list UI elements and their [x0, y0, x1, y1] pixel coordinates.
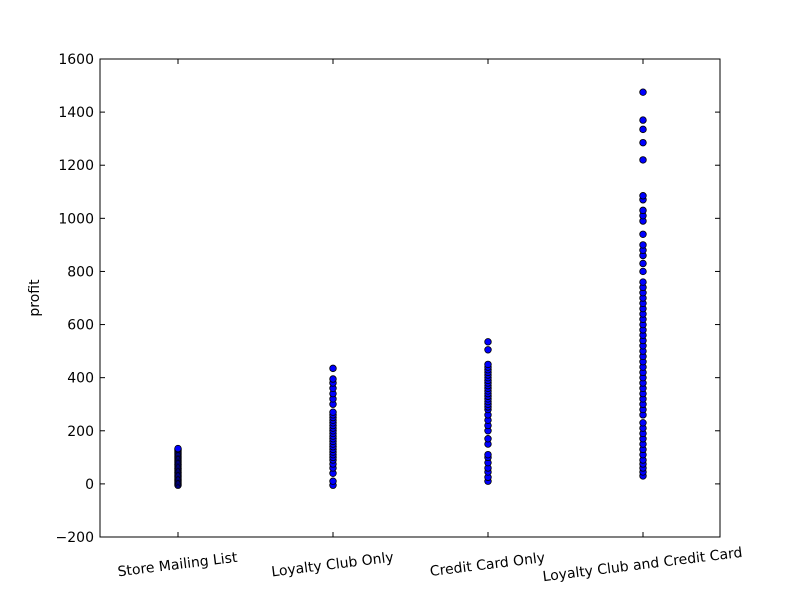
scatter-point — [639, 192, 647, 200]
y-tick-label: 1000 — [58, 211, 94, 227]
x-tick-label: Credit Card Only — [429, 550, 546, 580]
scatter-point — [329, 477, 337, 485]
scatter-point — [329, 408, 337, 416]
scatter-point — [639, 206, 647, 215]
scatter-point — [639, 116, 647, 124]
y-tick-label: 600 — [67, 318, 94, 334]
scatter-point — [639, 419, 647, 427]
x-tick-label: Loyalty Club Only — [270, 550, 394, 581]
x-axis: Store Mailing List Loyalty Club Only Credi… — [117, 59, 744, 585]
scatter-point — [639, 267, 647, 276]
scatter-point — [639, 278, 647, 286]
scatter-point — [484, 360, 492, 369]
scatter-point — [639, 125, 647, 134]
y-tick-label: 1200 — [58, 158, 94, 174]
plot-frame — [99, 58, 721, 538]
y-tick-label: 1600 — [58, 52, 94, 68]
y-tick-label: −200 — [56, 530, 94, 546]
y-tick-label: 400 — [67, 371, 94, 387]
y-axis-label: profit — [27, 279, 43, 317]
scatter-point — [639, 230, 647, 238]
scatter-point — [484, 450, 492, 459]
x-tick-label: Store Mailing List — [117, 550, 239, 581]
x-tick-label: Loyalty Club and Credit Card — [542, 545, 744, 585]
scatter-point — [639, 88, 647, 96]
scatter-point — [639, 259, 647, 268]
scatter-point — [174, 444, 182, 453]
scatter-point — [639, 138, 647, 147]
scatter-point — [484, 435, 492, 443]
y-tick-label: 0 — [85, 477, 94, 493]
y-tick-label: 800 — [67, 264, 94, 280]
scatter-point — [639, 241, 647, 249]
y-tick-label: 1400 — [58, 105, 94, 121]
scatter-point — [639, 156, 647, 164]
y-tick-label: 200 — [67, 424, 94, 440]
scatter-point — [329, 375, 337, 383]
scatter-point — [484, 346, 492, 354]
scatter-point — [484, 338, 492, 346]
y-axis: −200 0 200 400 600 800 1000 1200 1400 1600 — [56, 52, 720, 546]
plot-points — [174, 88, 647, 489]
scatter-point — [329, 364, 337, 373]
